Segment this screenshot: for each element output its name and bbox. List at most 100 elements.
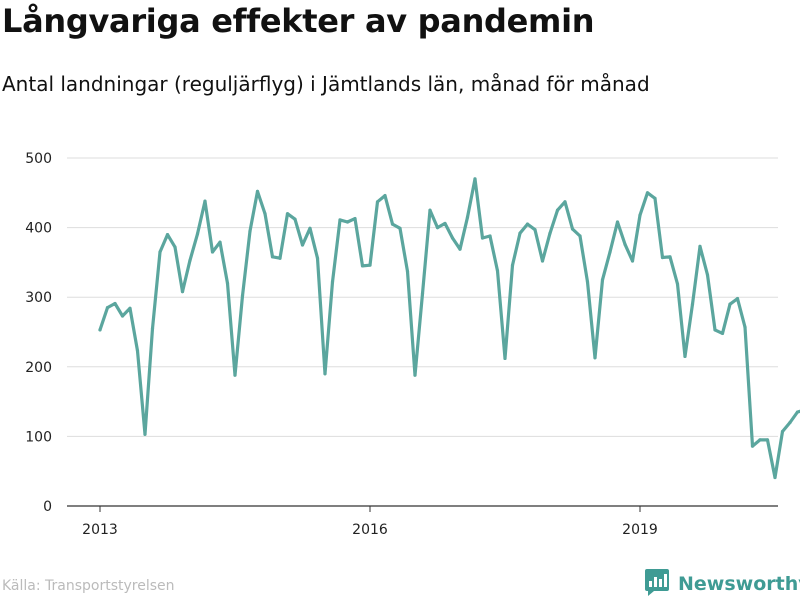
data-point	[630, 259, 635, 263]
data-point	[240, 294, 245, 298]
data-point	[690, 302, 695, 306]
data-point	[615, 220, 620, 224]
data-point	[435, 226, 440, 230]
data-point	[728, 302, 732, 306]
y-tick-label: 200	[25, 360, 52, 376]
x-tick-label: 2019	[622, 522, 658, 538]
data-point	[653, 196, 657, 200]
data-point	[765, 438, 770, 442]
data-point	[195, 232, 200, 236]
data-point	[150, 326, 155, 331]
data-point	[548, 231, 552, 235]
x-tick-label: 2016	[352, 522, 388, 538]
data-point	[105, 306, 110, 310]
data-point	[600, 278, 605, 282]
data-point	[360, 264, 365, 268]
data-point	[188, 258, 192, 262]
data-point	[300, 243, 305, 247]
data-point	[255, 189, 260, 194]
data-point	[585, 280, 590, 284]
series	[98, 177, 800, 480]
data-point	[638, 213, 642, 217]
data-point	[645, 191, 650, 195]
newsworthy-logo-icon	[644, 568, 670, 600]
data-point	[540, 259, 545, 263]
data-point	[180, 290, 185, 294]
brand-logo[interactable]: Newsworthy	[644, 568, 800, 600]
data-point	[510, 263, 515, 267]
y-tick-label: 0	[43, 499, 52, 515]
data-point	[578, 234, 582, 238]
data-point	[713, 328, 717, 332]
data-point	[563, 200, 567, 204]
data-point	[705, 273, 710, 277]
data-point	[173, 245, 177, 249]
data-point	[308, 226, 312, 230]
data-point	[473, 177, 477, 181]
x-axis: 2013201620192021	[82, 506, 658, 538]
data-point	[668, 255, 672, 259]
data-point	[555, 208, 560, 212]
data-point	[413, 373, 417, 377]
data-point	[780, 429, 785, 434]
data-point	[285, 212, 290, 216]
y-tick-label: 400	[25, 221, 52, 237]
data-point	[495, 269, 500, 273]
source-note: Källa: Transportstyrelsen	[2, 578, 175, 594]
data-point	[225, 281, 230, 285]
data-point	[248, 229, 252, 233]
data-point	[345, 220, 350, 224]
data-point	[458, 247, 462, 251]
data-point	[570, 227, 575, 231]
data-point	[278, 256, 282, 260]
grid-lines	[67, 157, 778, 507]
data-point	[263, 212, 267, 216]
data-point	[660, 255, 665, 260]
data-point	[623, 242, 627, 246]
chart-title: Långvariga effekter av pandemin	[2, 2, 595, 40]
chart-subtitle: Antal landningar (reguljärflyg) i Jämtla…	[2, 72, 650, 96]
data-point	[210, 250, 215, 254]
data-point	[398, 226, 402, 230]
data-point	[390, 222, 395, 226]
x-tick-label: 2013	[82, 522, 118, 538]
data-point	[383, 193, 387, 198]
y-axis: 0 100 200 300 400 500	[25, 151, 52, 515]
data-point	[143, 432, 147, 436]
data-point	[165, 232, 170, 237]
data-point	[353, 216, 357, 221]
y-tick-label: 100	[25, 429, 52, 445]
data-point	[405, 269, 410, 274]
data-point	[293, 217, 297, 221]
data-point	[608, 250, 612, 254]
data-point	[795, 410, 800, 414]
data-point	[743, 325, 747, 329]
data-point	[720, 331, 725, 335]
data-point	[218, 240, 222, 244]
data-point	[518, 231, 522, 235]
y-tick-label: 500	[25, 151, 52, 167]
data-point	[420, 292, 425, 296]
data-point	[233, 373, 237, 377]
data-point	[450, 236, 455, 240]
data-point	[203, 199, 207, 203]
data-point	[135, 349, 140, 353]
data-point	[698, 244, 702, 248]
data-point	[368, 263, 372, 267]
data-point	[488, 234, 492, 238]
data-point	[533, 228, 537, 232]
data-point	[315, 256, 320, 260]
data-point	[98, 328, 102, 332]
data-point	[480, 236, 485, 240]
data-point	[270, 255, 275, 259]
data-point	[128, 306, 132, 310]
data-point	[773, 475, 777, 480]
data-point	[443, 221, 447, 226]
data-point	[735, 296, 740, 301]
data-point	[428, 208, 432, 212]
data-point	[330, 280, 335, 284]
data-point	[788, 420, 792, 425]
data-point	[158, 250, 162, 254]
data-point	[338, 218, 342, 222]
